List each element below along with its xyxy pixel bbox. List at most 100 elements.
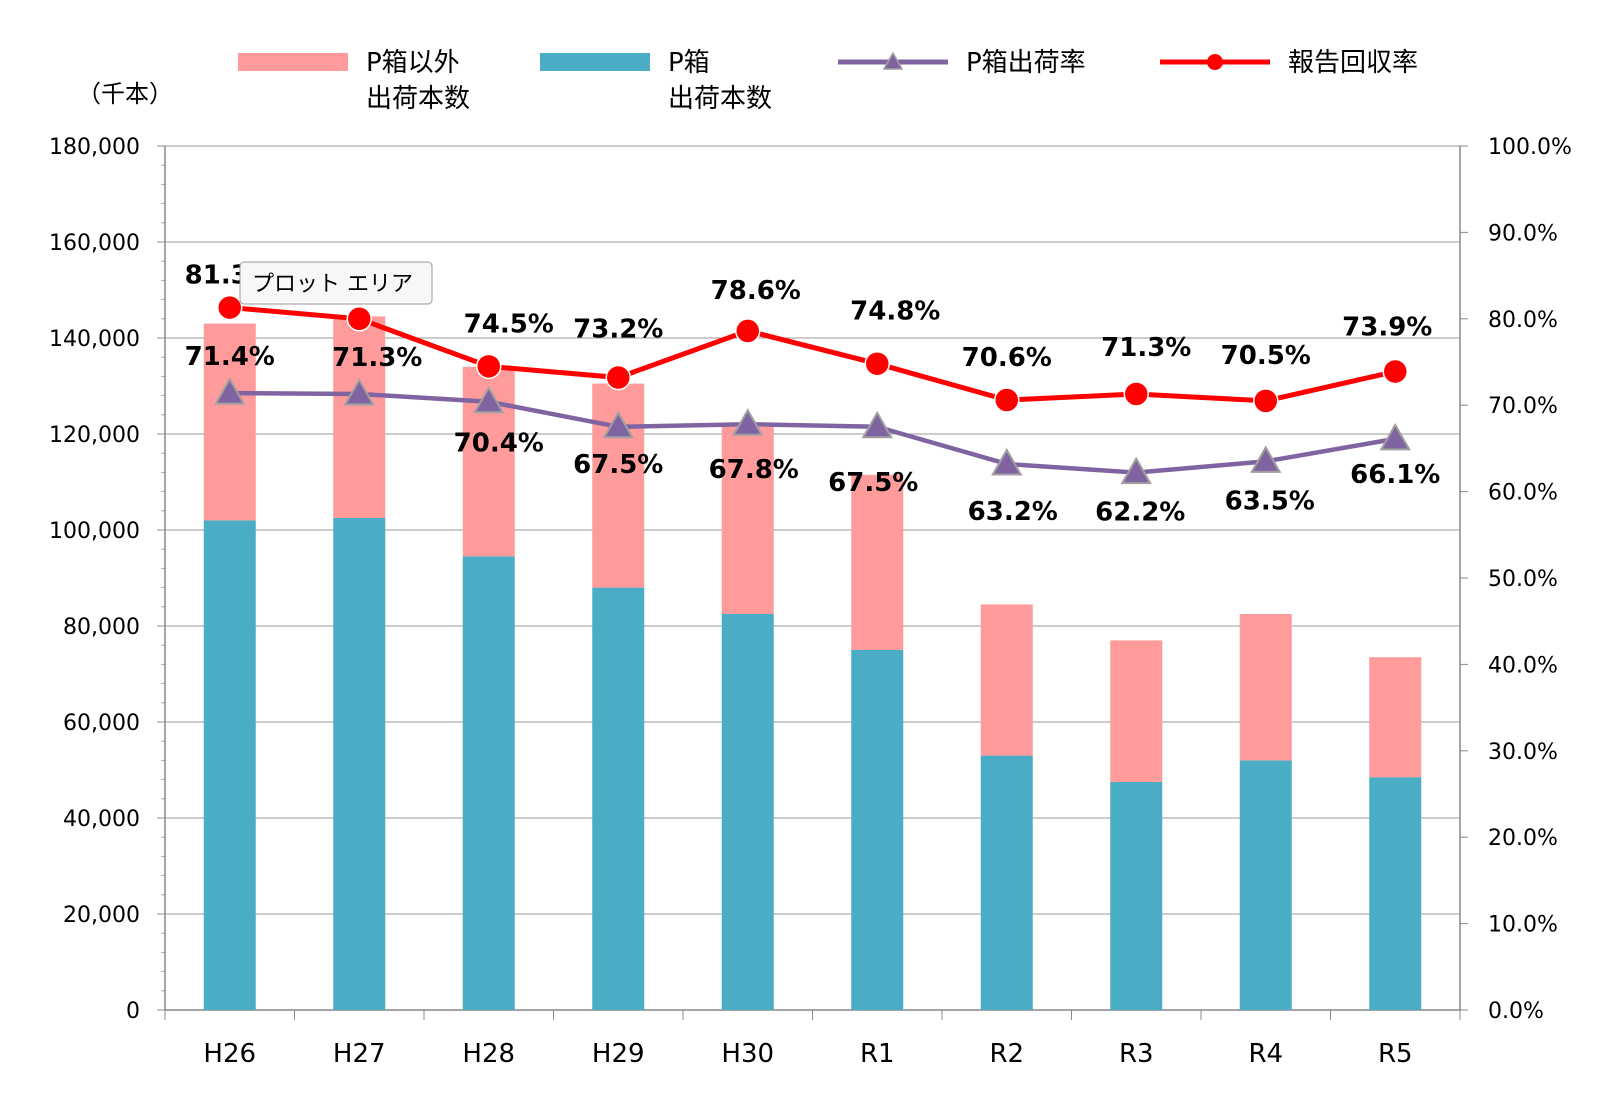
legend-item-pbox_rate: P箱出荷率 [838, 48, 1086, 78]
bar-other [851, 474, 904, 650]
bar-other [333, 316, 386, 518]
x-tick-label: H28 [462, 1039, 515, 1069]
bar-pbox [1239, 760, 1292, 1010]
data-label-report-rate: 71.3% [1101, 333, 1191, 363]
bar-pbox [721, 614, 774, 1010]
y-right-tick-label: 0.0% [1488, 999, 1544, 1024]
data-label-report-rate: 74.5% [464, 309, 554, 339]
y-right-tick-label: 60.0% [1488, 481, 1558, 506]
line-series [214, 294, 1411, 485]
bar-pbox [980, 755, 1033, 1010]
data-label-pbox-rate: 63.5% [1225, 486, 1315, 516]
y-left-unit-label: （千本） [77, 80, 173, 108]
marker-pbox_rate [991, 447, 1023, 476]
y-left-tick-label: 180,000 [49, 135, 140, 160]
bar-pbox [592, 587, 645, 1010]
y-left-tick-label: 40,000 [63, 807, 140, 832]
legend-label: P箱出荷率 [966, 48, 1086, 78]
data-label-pbox-rate: 67.8% [709, 455, 799, 485]
y-right-tick-label: 30.0% [1488, 740, 1558, 765]
y-right-tick-label: 80.0% [1488, 308, 1558, 333]
marker-report_rate [217, 294, 243, 321]
legend-marker-pbox_rate [882, 51, 904, 70]
y-left-tick-label: 80,000 [63, 615, 140, 640]
y-right-tick-label: 20.0% [1488, 826, 1558, 851]
data-label-pbox-rate: 67.5% [828, 468, 918, 498]
y-left-tick-label: 100,000 [49, 519, 140, 544]
marker-report_rate [476, 353, 502, 380]
data-label-pbox-rate: 71.4% [185, 342, 275, 372]
data-label-report-rate: 73.9% [1342, 313, 1432, 343]
legend-label: P箱以外 [366, 48, 460, 78]
y-left-tick-label: 140,000 [49, 327, 140, 352]
legend-swatch-other [238, 53, 348, 71]
tooltip-text: プロット エリア [252, 272, 413, 297]
marker-pbox_rate [343, 377, 375, 406]
y-left-tick-label: 120,000 [49, 423, 140, 448]
bar-other [980, 604, 1033, 756]
bar-pbox [203, 520, 256, 1010]
marker-report_rate [1123, 381, 1149, 407]
data-label-pbox-rate: 67.5% [573, 450, 663, 480]
marker-report_rate [735, 318, 761, 344]
x-tick-label: R1 [860, 1039, 895, 1069]
data-label-pbox-rate: 71.3% [332, 343, 422, 373]
marker-pbox_rate [602, 410, 634, 439]
x-tick-label: R5 [1378, 1039, 1413, 1069]
y-left-tick-label: 20,000 [63, 903, 140, 928]
bar-pbox [1110, 782, 1163, 1010]
bar-other [721, 426, 774, 614]
bar-series [203, 316, 1422, 1010]
y-left-tick-label: 0 [126, 999, 140, 1024]
tooltip-box: プロット エリア [239, 261, 433, 305]
marker-pbox_rate [473, 385, 505, 414]
data-label-pbox-rate: 66.1% [1350, 460, 1440, 490]
x-tick-label: R3 [1119, 1039, 1154, 1069]
legend-label: 報告回収率 [1288, 48, 1418, 78]
legend-swatch-pbox [540, 53, 650, 71]
marker-report_rate [605, 364, 631, 391]
data-label-report-rate: 78.6% [711, 276, 801, 306]
bar-other [1110, 640, 1163, 782]
bar-other [203, 323, 256, 521]
bar-pbox [333, 518, 386, 1010]
legend-label: 出荷本数 [366, 84, 470, 114]
axes: 0 20,000 40,000 60,000 80,000 100,000 120,000 1… [49, 80, 1572, 1069]
y-right-tick-label: 90.0% [1488, 221, 1558, 246]
bar-pbox [1369, 777, 1422, 1010]
x-tick-label: H27 [333, 1039, 386, 1069]
y-right-tick-label: 70.0% [1488, 394, 1558, 419]
marker-pbox_rate [1120, 456, 1152, 485]
bar-other [1239, 614, 1292, 761]
marker-pbox_rate [1250, 445, 1282, 473]
y-left-tick-label: 160,000 [49, 231, 140, 256]
data-label-pbox-rate: 62.2% [1095, 498, 1185, 528]
x-tick-label: R2 [989, 1039, 1024, 1069]
bar-pbox [462, 556, 515, 1010]
x-tick-label: H29 [592, 1039, 645, 1069]
data-label-report-rate: 70.6% [962, 343, 1052, 373]
marker-report_rate [346, 306, 372, 332]
marker-pbox_rate [1379, 422, 1411, 451]
bar-pbox [851, 650, 904, 1010]
marker-report_rate [1382, 358, 1408, 385]
marker-report_rate [864, 350, 890, 377]
data-label-report-rate: 73.2% [573, 315, 663, 345]
marker-pbox_rate [214, 377, 246, 405]
line-report_rate [229, 305, 1396, 404]
data-label-report-rate: 74.8% [850, 297, 940, 327]
line-pbox_rate [229, 390, 1396, 475]
tooltip-background [239, 261, 433, 305]
y-right-tick-label: 10.0% [1488, 913, 1558, 938]
y-left-tick-label: 60,000 [63, 711, 140, 736]
plot-area-tooltip: プロット エリア [239, 261, 433, 305]
legend-label: P箱 [668, 48, 710, 78]
data-label-report-rate: 70.5% [1221, 341, 1311, 371]
marker-report_rate [1253, 388, 1279, 414]
x-tick-label: H30 [721, 1039, 774, 1069]
legend-marker-report_rate [1207, 54, 1223, 70]
legend-label: 出荷本数 [668, 84, 772, 114]
marker-pbox_rate [732, 408, 764, 436]
legend-item-report_rate: 報告回収率 [1160, 48, 1418, 78]
x-tick-label: R4 [1248, 1039, 1283, 1069]
